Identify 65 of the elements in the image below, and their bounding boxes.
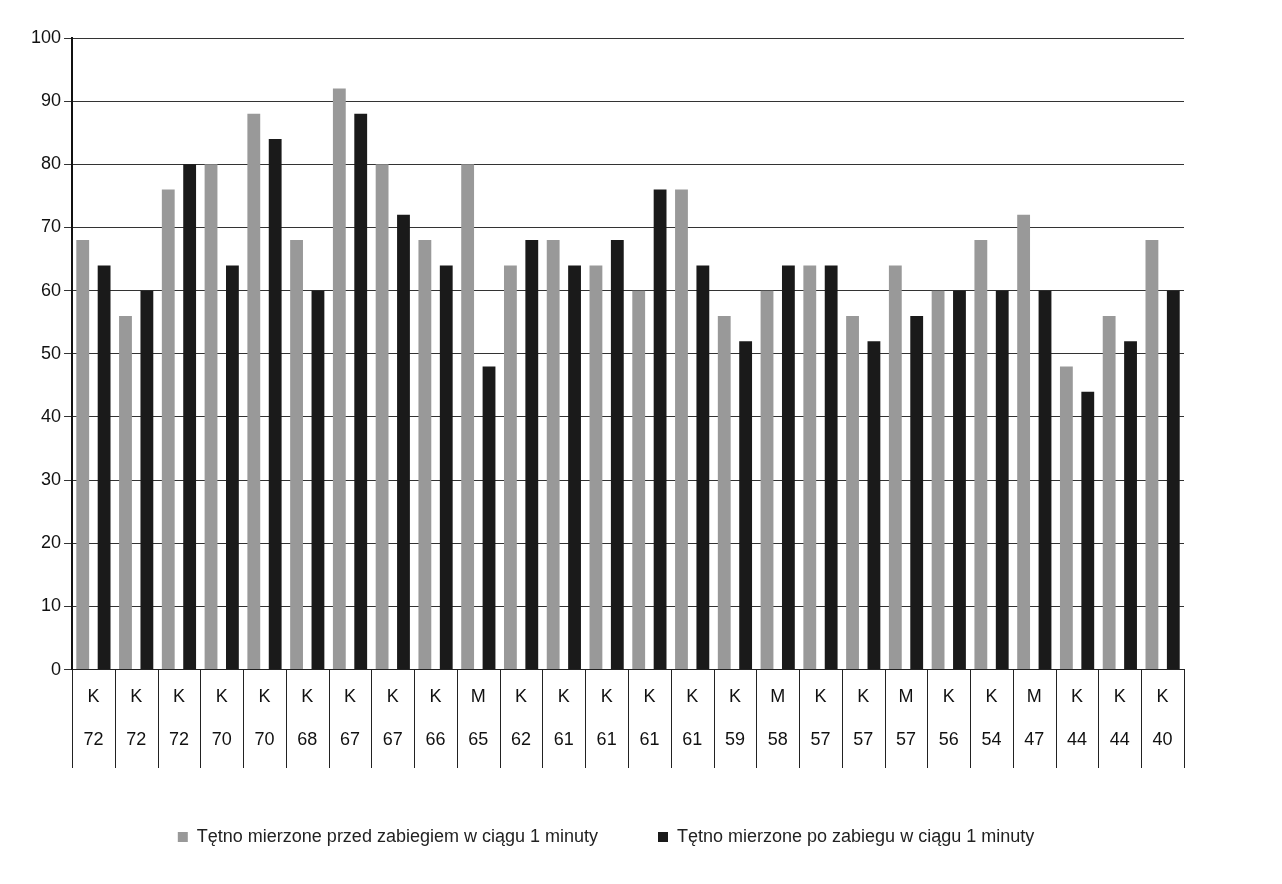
category-label: K 72 bbox=[126, 686, 147, 750]
bar bbox=[846, 315, 859, 670]
y-tick-label: 10 bbox=[41, 595, 62, 616]
bar bbox=[675, 189, 688, 670]
y-tick-label: 100 bbox=[30, 26, 62, 47]
bar bbox=[461, 164, 475, 670]
bar bbox=[1145, 240, 1159, 670]
y-tick-label: 70 bbox=[41, 216, 62, 237]
category-label: K 70 bbox=[211, 686, 232, 750]
bar bbox=[589, 265, 603, 670]
category-label: K 40 bbox=[1152, 686, 1173, 750]
category-label: K 67 bbox=[382, 686, 403, 750]
category-label: K 61 bbox=[682, 686, 703, 750]
category-label: K 57 bbox=[810, 686, 831, 750]
category-label: K 62 bbox=[511, 686, 532, 750]
bar bbox=[332, 88, 346, 670]
bar bbox=[161, 189, 175, 670]
category-label: K 72 bbox=[83, 686, 104, 750]
category-label: M 58 bbox=[767, 686, 788, 750]
bar bbox=[204, 164, 218, 670]
category-label: K 57 bbox=[853, 686, 874, 750]
y-tick-label: 20 bbox=[41, 532, 62, 553]
y-tick-label: 90 bbox=[41, 90, 62, 111]
bar bbox=[375, 164, 389, 670]
legend-label: Tętno mierzone przed zabiegiem w ciągu 1 minuty bbox=[196, 825, 599, 846]
bar bbox=[717, 315, 731, 670]
bar bbox=[760, 290, 774, 670]
bar bbox=[632, 290, 646, 670]
bar bbox=[503, 265, 517, 670]
category-label: K 68 bbox=[297, 686, 318, 750]
category-label: K 59 bbox=[724, 686, 745, 750]
category-label: K 67 bbox=[340, 686, 361, 750]
bar bbox=[119, 315, 132, 670]
y-tick-label: 60 bbox=[41, 279, 62, 300]
bar bbox=[76, 240, 90, 670]
y-tick-label: 0 bbox=[51, 658, 62, 679]
bar bbox=[290, 240, 303, 670]
category-label: K 44 bbox=[1067, 686, 1088, 750]
bar bbox=[1102, 315, 1116, 670]
category-label: K 66 bbox=[425, 686, 446, 750]
y-tick-label: 30 bbox=[41, 469, 62, 490]
legend-label: Tętno mierzone po zabiegu w ciągu 1 minuty bbox=[677, 825, 1035, 846]
bar bbox=[418, 240, 432, 670]
bar bbox=[974, 240, 988, 670]
y-tick-label: 50 bbox=[41, 342, 62, 363]
bar bbox=[1059, 366, 1073, 670]
bar bbox=[931, 290, 945, 670]
category-label: K 56 bbox=[938, 686, 959, 750]
category-label: K 61 bbox=[553, 686, 574, 750]
bar bbox=[1017, 214, 1031, 670]
category-label: K 61 bbox=[639, 686, 660, 750]
category-label: M 65 bbox=[468, 686, 489, 750]
category-label: K 54 bbox=[981, 686, 1002, 750]
category-label: K 70 bbox=[254, 686, 275, 750]
category-label: K 72 bbox=[168, 686, 189, 750]
bar bbox=[546, 240, 560, 670]
category-label: M 47 bbox=[1024, 686, 1045, 750]
category-label: M 57 bbox=[895, 686, 917, 750]
bar bbox=[803, 265, 817, 670]
category-label: K 44 bbox=[1109, 686, 1130, 750]
y-tick-label: 80 bbox=[41, 153, 62, 174]
category-label: K 61 bbox=[596, 686, 617, 750]
bar bbox=[888, 265, 902, 670]
bar bbox=[247, 113, 261, 670]
y-tick-label: 40 bbox=[41, 405, 62, 426]
